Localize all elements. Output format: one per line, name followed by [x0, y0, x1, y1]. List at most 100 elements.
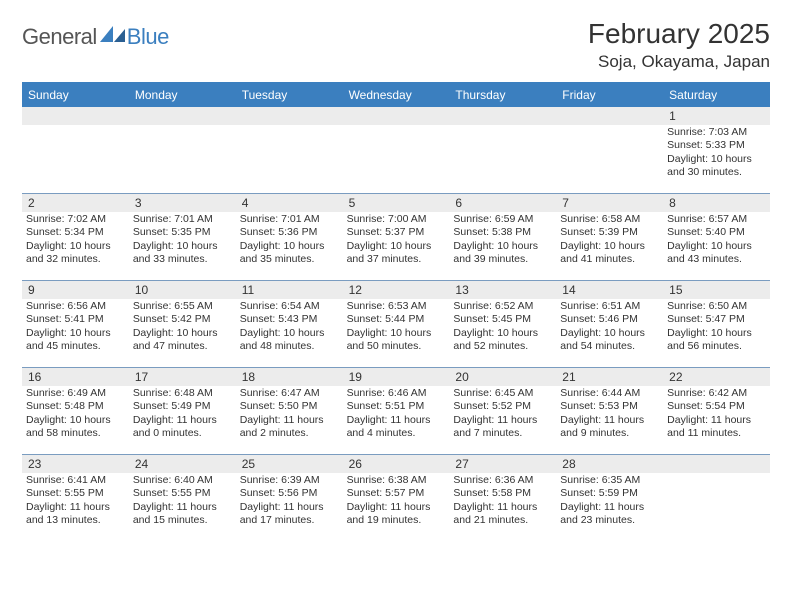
day-details: Sunrise: 7:01 AMSunset: 5:36 PMDaylight:… — [240, 213, 339, 267]
calendar-day-cell: 25Sunrise: 6:39 AMSunset: 5:56 PMDayligh… — [236, 455, 343, 541]
day-details: Sunrise: 6:38 AMSunset: 5:57 PMDaylight:… — [347, 474, 446, 528]
day-details: Sunrise: 6:45 AMSunset: 5:52 PMDaylight:… — [453, 387, 552, 441]
sunrise-text: Sunrise: 6:50 AM — [667, 300, 766, 313]
sunrise-text: Sunrise: 6:58 AM — [560, 213, 659, 226]
calendar-day-cell: 10Sunrise: 6:55 AMSunset: 5:42 PMDayligh… — [129, 281, 236, 367]
calendar-day-cell: 5Sunrise: 7:00 AMSunset: 5:37 PMDaylight… — [343, 194, 450, 280]
sunset-text: Sunset: 5:46 PM — [560, 313, 659, 326]
calendar-week-row: 2Sunrise: 7:02 AMSunset: 5:34 PMDaylight… — [22, 194, 770, 281]
calendar-day-cell: 17Sunrise: 6:48 AMSunset: 5:49 PMDayligh… — [129, 368, 236, 454]
calendar-day-cell: 11Sunrise: 6:54 AMSunset: 5:43 PMDayligh… — [236, 281, 343, 367]
month-year-title: February 2025 — [588, 18, 770, 50]
daylight2-text: and 52 minutes. — [453, 340, 552, 353]
sunset-text: Sunset: 5:35 PM — [133, 226, 232, 239]
calendar-day-cell: 9Sunrise: 6:56 AMSunset: 5:41 PMDaylight… — [22, 281, 129, 367]
sunrise-text: Sunrise: 6:48 AM — [133, 387, 232, 400]
sunrise-text: Sunrise: 6:53 AM — [347, 300, 446, 313]
daylight2-text: and 58 minutes. — [26, 427, 125, 440]
day-number: 3 — [129, 194, 236, 212]
calendar-day-cell: 19Sunrise: 6:46 AMSunset: 5:51 PMDayligh… — [343, 368, 450, 454]
calendar-day-cell: 2Sunrise: 7:02 AMSunset: 5:34 PMDaylight… — [22, 194, 129, 280]
day-number: 5 — [343, 194, 450, 212]
sunset-text: Sunset: 5:45 PM — [453, 313, 552, 326]
sunset-text: Sunset: 5:37 PM — [347, 226, 446, 239]
day-number: 13 — [449, 281, 556, 299]
sunrise-text: Sunrise: 6:35 AM — [560, 474, 659, 487]
day-details: Sunrise: 6:58 AMSunset: 5:39 PMDaylight:… — [560, 213, 659, 267]
daylight2-text: and 11 minutes. — [667, 427, 766, 440]
daylight1-text: Daylight: 10 hours — [347, 240, 446, 253]
sunrise-text: Sunrise: 7:02 AM — [26, 213, 125, 226]
sunset-text: Sunset: 5:51 PM — [347, 400, 446, 413]
sunrise-text: Sunrise: 6:54 AM — [240, 300, 339, 313]
daylight1-text: Daylight: 10 hours — [240, 327, 339, 340]
daylight2-text: and 45 minutes. — [26, 340, 125, 353]
day-number — [343, 107, 450, 125]
daylight2-text: and 47 minutes. — [133, 340, 232, 353]
day-details: Sunrise: 6:55 AMSunset: 5:42 PMDaylight:… — [133, 300, 232, 354]
daylight1-text: Daylight: 11 hours — [667, 414, 766, 427]
day-number: 28 — [556, 455, 663, 473]
day-number: 10 — [129, 281, 236, 299]
day-number: 22 — [663, 368, 770, 386]
day-number — [663, 455, 770, 473]
day-number: 11 — [236, 281, 343, 299]
calendar-page: General Blue February 2025 Soja, Okayama… — [0, 0, 792, 612]
daylight1-text: Daylight: 10 hours — [560, 240, 659, 253]
weeks-container: 1Sunrise: 7:03 AMSunset: 5:33 PMDaylight… — [22, 107, 770, 541]
day-details: Sunrise: 6:56 AMSunset: 5:41 PMDaylight:… — [26, 300, 125, 354]
daylight2-text: and 9 minutes. — [560, 427, 659, 440]
day-number: 26 — [343, 455, 450, 473]
calendar-day-cell — [22, 107, 129, 193]
day-number: 2 — [22, 194, 129, 212]
daylight2-text: and 2 minutes. — [240, 427, 339, 440]
daylight1-text: Daylight: 10 hours — [453, 240, 552, 253]
brand-sail-icon — [100, 25, 126, 43]
sunrise-text: Sunrise: 6:49 AM — [26, 387, 125, 400]
daylight2-text: and 48 minutes. — [240, 340, 339, 353]
day-number: 14 — [556, 281, 663, 299]
calendar-week-row: 16Sunrise: 6:49 AMSunset: 5:48 PMDayligh… — [22, 368, 770, 455]
sunset-text: Sunset: 5:36 PM — [240, 226, 339, 239]
dow-tuesday: Tuesday — [236, 84, 343, 107]
daylight2-text: and 13 minutes. — [26, 514, 125, 527]
day-number — [129, 107, 236, 125]
brand-logo: General Blue — [22, 18, 169, 50]
sunset-text: Sunset: 5:41 PM — [26, 313, 125, 326]
day-number: 12 — [343, 281, 450, 299]
day-details: Sunrise: 6:51 AMSunset: 5:46 PMDaylight:… — [560, 300, 659, 354]
daylight1-text: Daylight: 10 hours — [560, 327, 659, 340]
sunset-text: Sunset: 5:47 PM — [667, 313, 766, 326]
daylight1-text: Daylight: 11 hours — [133, 414, 232, 427]
daylight2-text: and 19 minutes. — [347, 514, 446, 527]
day-details: Sunrise: 6:53 AMSunset: 5:44 PMDaylight:… — [347, 300, 446, 354]
daylight1-text: Daylight: 10 hours — [26, 414, 125, 427]
calendar-day-cell: 16Sunrise: 6:49 AMSunset: 5:48 PMDayligh… — [22, 368, 129, 454]
sunset-text: Sunset: 5:48 PM — [26, 400, 125, 413]
calendar-day-cell: 18Sunrise: 6:47 AMSunset: 5:50 PMDayligh… — [236, 368, 343, 454]
daylight1-text: Daylight: 10 hours — [347, 327, 446, 340]
sunrise-text: Sunrise: 6:41 AM — [26, 474, 125, 487]
daylight2-text: and 39 minutes. — [453, 253, 552, 266]
day-details: Sunrise: 6:57 AMSunset: 5:40 PMDaylight:… — [667, 213, 766, 267]
daylight1-text: Daylight: 11 hours — [453, 501, 552, 514]
sunrise-text: Sunrise: 6:45 AM — [453, 387, 552, 400]
day-details: Sunrise: 6:35 AMSunset: 5:59 PMDaylight:… — [560, 474, 659, 528]
dow-saturday: Saturday — [663, 84, 770, 107]
daylight1-text: Daylight: 10 hours — [26, 240, 125, 253]
calendar-week-row: 1Sunrise: 7:03 AMSunset: 5:33 PMDaylight… — [22, 107, 770, 194]
day-number: 7 — [556, 194, 663, 212]
sunrise-text: Sunrise: 6:36 AM — [453, 474, 552, 487]
sunset-text: Sunset: 5:53 PM — [560, 400, 659, 413]
day-details: Sunrise: 7:02 AMSunset: 5:34 PMDaylight:… — [26, 213, 125, 267]
title-block: February 2025 Soja, Okayama, Japan — [588, 18, 770, 72]
day-number: 4 — [236, 194, 343, 212]
calendar-day-cell — [343, 107, 450, 193]
calendar-day-cell: 26Sunrise: 6:38 AMSunset: 5:57 PMDayligh… — [343, 455, 450, 541]
daylight2-text: and 33 minutes. — [133, 253, 232, 266]
sunset-text: Sunset: 5:59 PM — [560, 487, 659, 500]
day-details: Sunrise: 6:44 AMSunset: 5:53 PMDaylight:… — [560, 387, 659, 441]
day-number: 25 — [236, 455, 343, 473]
daylight2-text: and 17 minutes. — [240, 514, 339, 527]
calendar-day-cell: 8Sunrise: 6:57 AMSunset: 5:40 PMDaylight… — [663, 194, 770, 280]
